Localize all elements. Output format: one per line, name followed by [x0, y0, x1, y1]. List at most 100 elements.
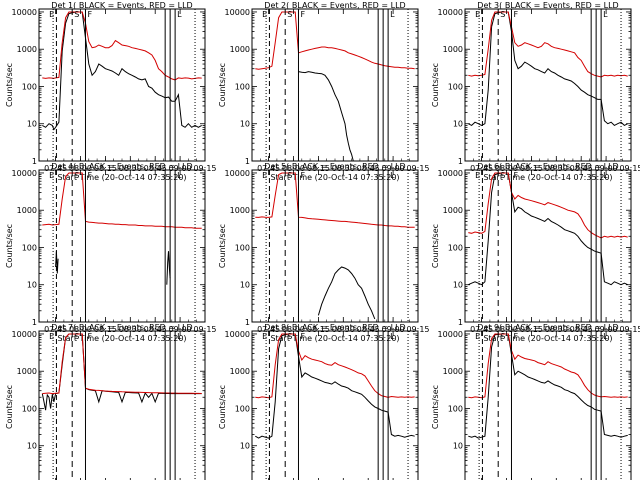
x-tick-label: 08:45	[357, 325, 380, 334]
y-tick-label: 10	[240, 442, 250, 451]
detector-panel-9: Det 9( BLACK = Events, RED = LLDESFL1101…	[431, 323, 632, 480]
x-tick-label: 07:45	[44, 164, 67, 173]
events-series-line	[41, 333, 202, 411]
panel-title: Det 1( BLACK = Events, RED = LLD	[51, 1, 192, 10]
x-tick-label: 08:30	[119, 164, 142, 173]
y-axis-label: Counts/sec	[218, 224, 227, 268]
y-tick-label: 1	[32, 157, 37, 166]
y-tick-label: 100	[22, 404, 37, 413]
events-series-line	[255, 333, 415, 439]
plot-frame	[251, 169, 419, 323]
time-marker-label: L	[390, 332, 395, 341]
time-marker-label: L	[177, 10, 182, 19]
time-marker-label: E	[475, 171, 480, 180]
panel-title: Det 4( BLACK = Events, RED = LLD	[51, 162, 192, 171]
time-marker-label: E	[49, 332, 54, 341]
y-tick-label: 1	[458, 318, 463, 327]
time-marker-label: S	[74, 10, 79, 19]
y-tick-label: 10	[27, 120, 37, 129]
y-axis-label: Counts/sec	[431, 63, 440, 107]
plot-frame	[38, 330, 206, 480]
time-marker-label: F	[300, 10, 305, 19]
time-marker-label: F	[300, 171, 305, 180]
plot-frame	[38, 169, 206, 323]
time-marker-label: E	[49, 10, 54, 19]
y-tick-label: 100	[448, 82, 463, 91]
x-tick-label: 08:45	[144, 164, 167, 173]
events-series-line	[468, 172, 628, 286]
y-tick-label: 10000	[225, 169, 250, 178]
panel-title: Det 2( BLACK = Events, RED = LLD	[264, 1, 405, 10]
y-tick-label: 10000	[12, 330, 37, 339]
time-marker-label: L	[603, 10, 608, 19]
y-tick-label: 1	[245, 157, 250, 166]
time-marker-label: E	[475, 332, 480, 341]
time-marker-label: F	[513, 10, 518, 19]
y-axis-label: Counts/sec	[431, 385, 440, 429]
y-tick-label: 10000	[438, 8, 463, 17]
x-axis-label: Start Time (20-Oct-14 07:35:20)	[270, 334, 399, 343]
time-marker-label: S	[500, 171, 505, 180]
time-marker-label: L	[177, 171, 182, 180]
y-tick-label: 10000	[225, 8, 250, 17]
events-series-line	[317, 266, 376, 320]
x-tick-label: 09:00	[595, 325, 618, 334]
y-tick-label: 100	[448, 404, 463, 413]
x-tick-label: 08:15	[94, 164, 117, 173]
x-tick-label: 08:15	[520, 164, 543, 173]
x-tick-label: 08:15	[307, 325, 330, 334]
time-marker-label: F	[513, 332, 518, 341]
x-axis-label: Start Time (20-Oct-14 07:35:20)	[270, 173, 399, 182]
time-marker-label: S	[287, 332, 292, 341]
time-marker-label: F	[513, 171, 518, 180]
x-tick-label: 08:30	[119, 325, 142, 334]
y-tick-label: 100	[22, 243, 37, 252]
panel-title: Det 9( BLACK = Events, RED = LLD	[477, 323, 618, 332]
lld-series-line	[255, 11, 415, 70]
x-tick-label: 07:45	[257, 164, 280, 173]
time-marker-label: L	[390, 171, 395, 180]
x-tick-label: 09:00	[169, 325, 192, 334]
x-tick-label: 09:00	[382, 164, 405, 173]
time-marker-label: F	[87, 171, 92, 180]
time-marker-label: E	[262, 171, 267, 180]
y-tick-label: 1	[458, 157, 463, 166]
time-marker-label: L	[603, 171, 608, 180]
x-tick-label: 08:30	[545, 325, 568, 334]
y-tick-label: 10	[240, 281, 250, 290]
y-tick-label: 100	[22, 82, 37, 91]
x-tick-label: 09:00	[595, 164, 618, 173]
y-axis-label: Counts/sec	[5, 385, 14, 429]
time-marker-label: S	[74, 332, 79, 341]
y-tick-label: 10000	[438, 330, 463, 339]
x-tick-label: 08:45	[357, 164, 380, 173]
y-tick-label: 10	[453, 281, 463, 290]
y-axis-label: Counts/sec	[218, 63, 227, 107]
x-tick-label: 08:15	[94, 325, 117, 334]
time-marker-label: E	[49, 171, 54, 180]
x-tick-label: 08:00	[282, 325, 305, 334]
lld-series-line	[42, 172, 202, 229]
lld-series-line	[42, 11, 202, 81]
lld-series-line	[468, 11, 628, 78]
events-series-line	[298, 71, 354, 161]
y-tick-label: 10000	[438, 169, 463, 178]
events-series-line	[468, 11, 628, 127]
x-axis-label: Start Time (20-Oct-14 07:35:20)	[483, 173, 612, 182]
lld-series-line	[255, 333, 415, 399]
x-tick-label: 09:15	[193, 325, 216, 334]
x-tick-label: 08:15	[520, 325, 543, 334]
y-tick-label: 1000	[230, 367, 250, 376]
x-tick-label: 07:45	[44, 325, 67, 334]
plot-frame	[464, 330, 632, 480]
time-marker-label: S	[500, 332, 505, 341]
y-tick-label: 100	[235, 82, 250, 91]
y-tick-label: 10	[453, 442, 463, 451]
x-axis-label: Start Time (20-Oct-14 07:35:20)	[483, 334, 612, 343]
time-marker-label: L	[390, 10, 395, 19]
time-marker-label: E	[475, 10, 480, 19]
panel-title: Det 8( BLACK = Events, RED = LLD	[264, 323, 405, 332]
